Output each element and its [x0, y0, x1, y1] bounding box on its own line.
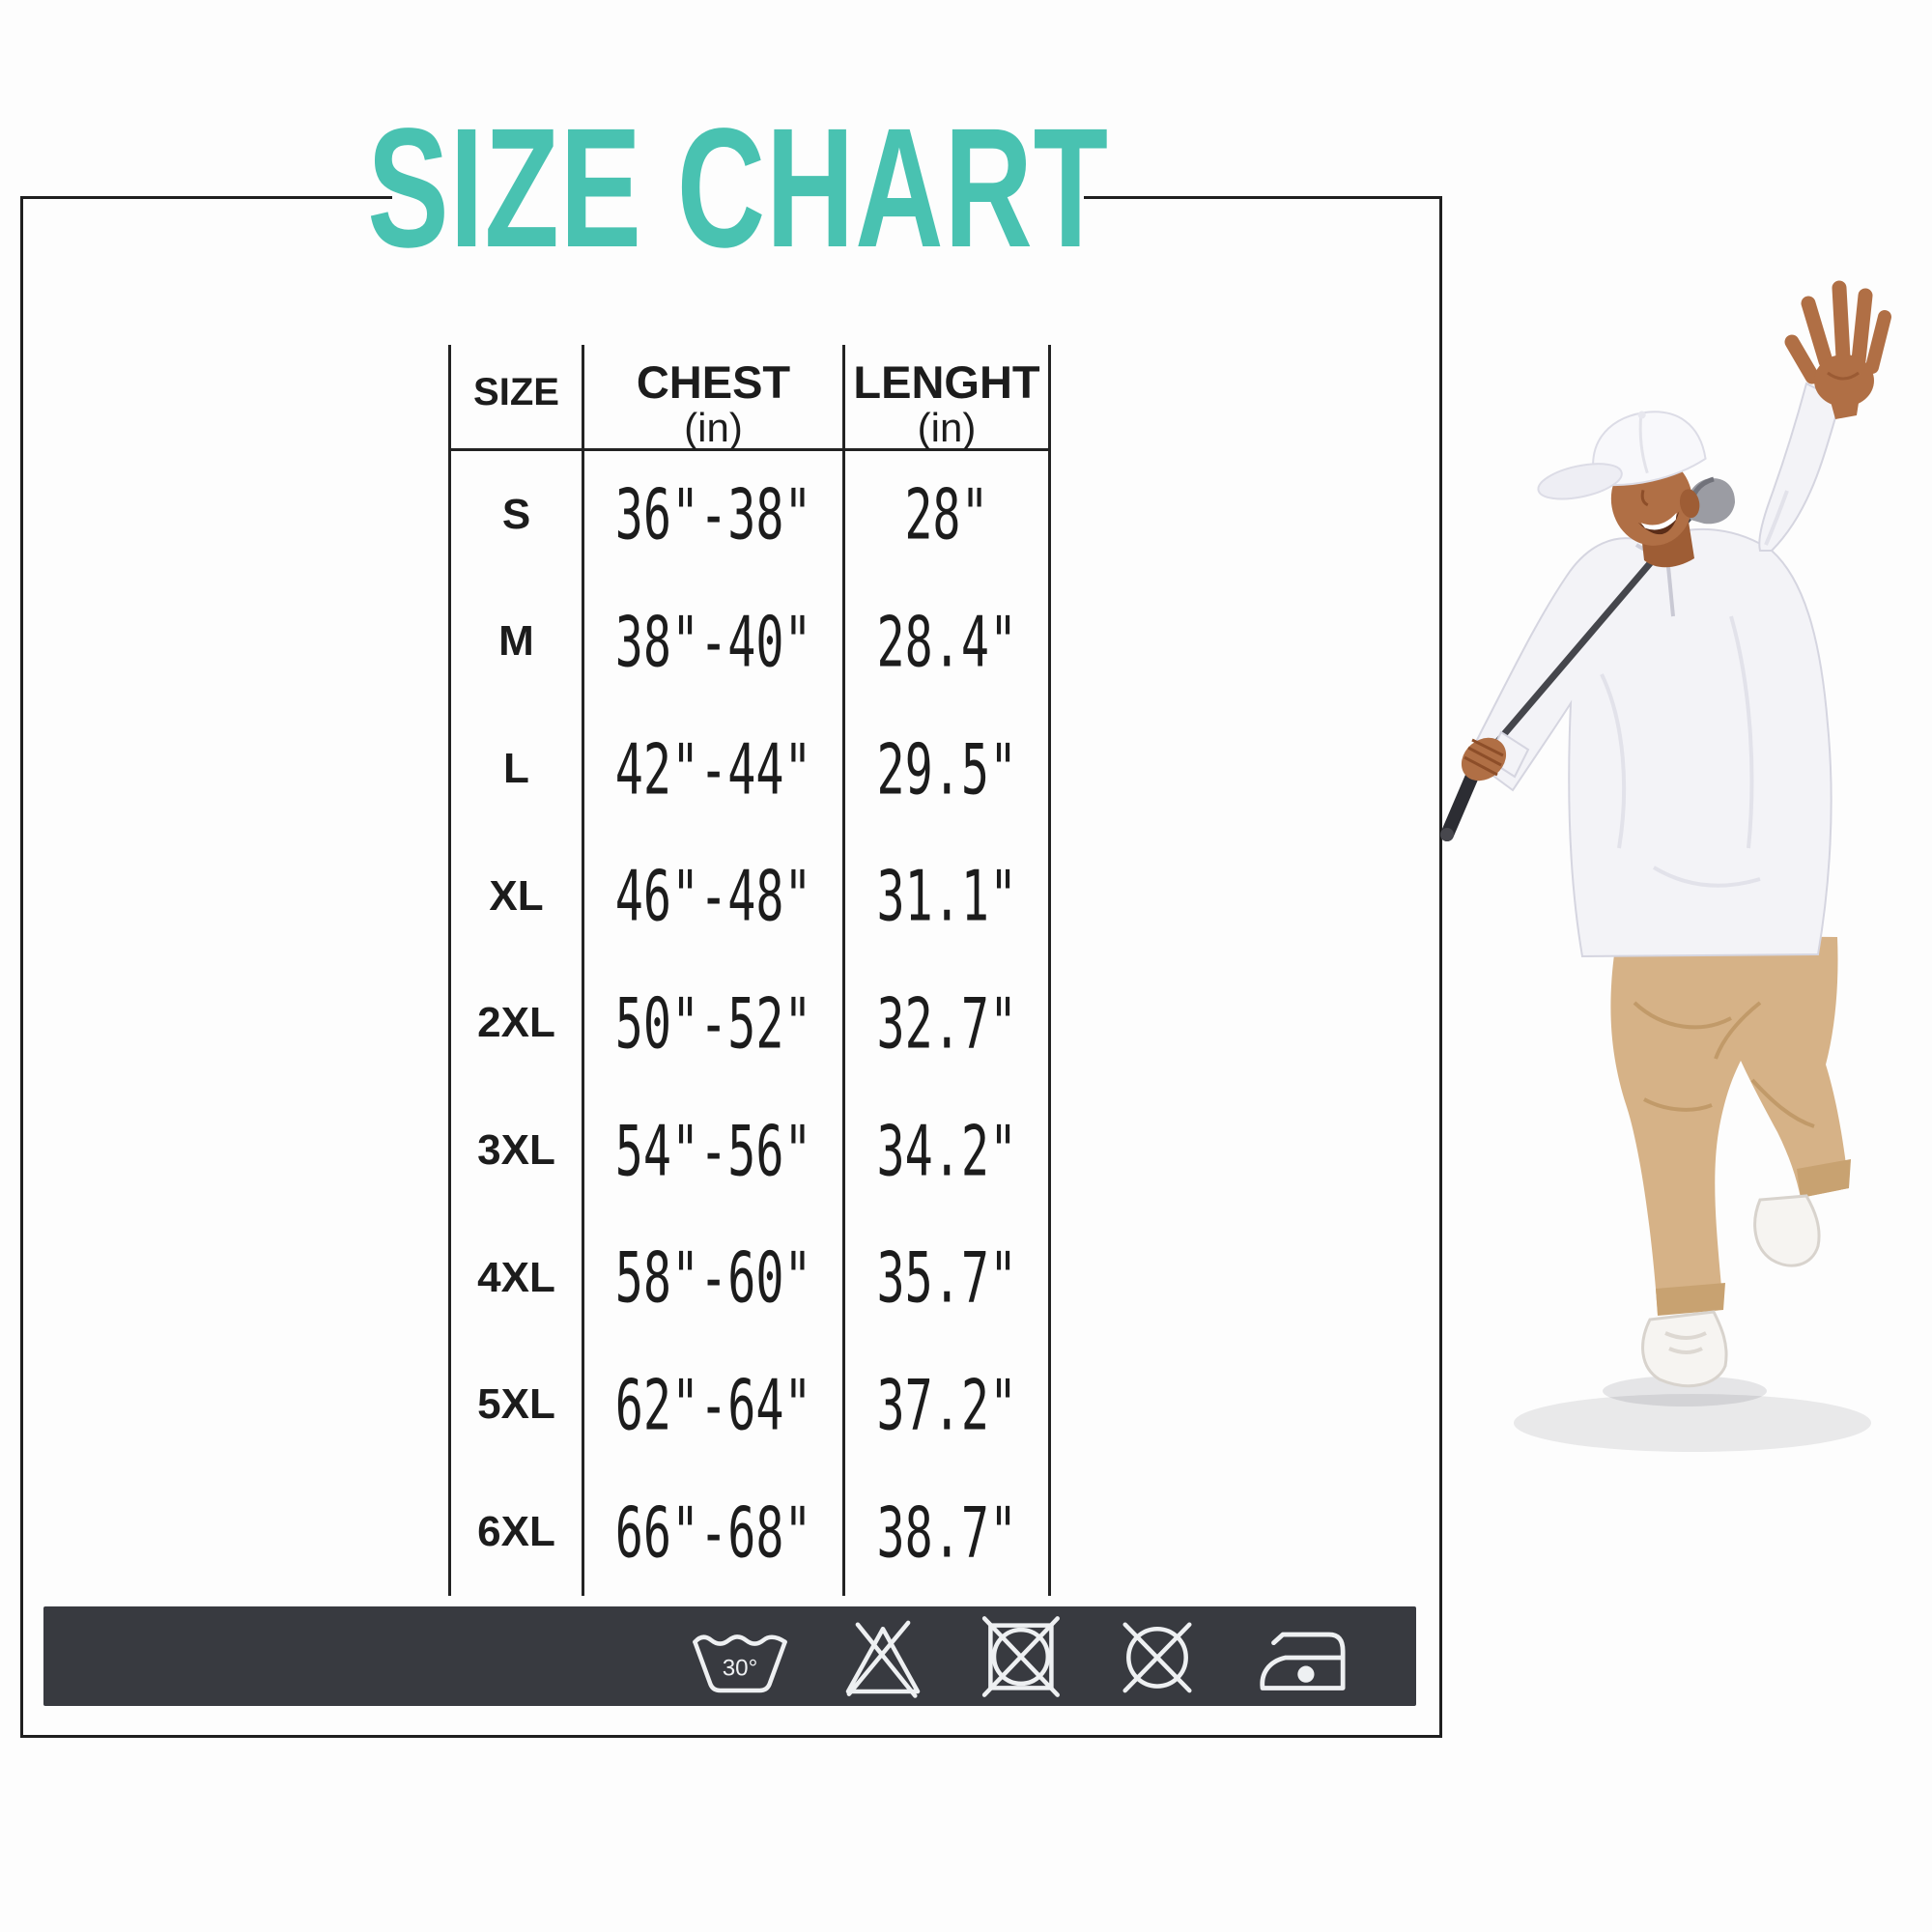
do-not-bleach-icon — [845, 1620, 921, 1698]
machine-wash-30-icon: 30° — [693, 1634, 787, 1692]
column-header-size: SIZE — [448, 345, 584, 451]
table-cell-size: 4XL — [448, 1214, 584, 1342]
page-title-wrap: SIZE CHART — [367, 103, 1108, 273]
table-cell-chest: 36"-38" — [584, 451, 845, 579]
do-not-dry-clean-icon — [1122, 1621, 1192, 1692]
table-cell-length: 34.2" — [845, 1087, 1051, 1214]
pants — [1610, 935, 1851, 1316]
table-cell-size: 5XL — [448, 1341, 584, 1469]
table-cell-size: S — [448, 451, 584, 579]
table-cell-size: XL — [448, 833, 584, 960]
iron-low-heat-icon — [1260, 1632, 1346, 1690]
table-cell-length: 38.7" — [845, 1468, 1051, 1596]
table-cell-size: M — [448, 578, 584, 706]
cap — [1537, 411, 1707, 500]
floor-shadow — [1514, 1376, 1871, 1452]
table-cell-length: 32.7" — [845, 959, 1051, 1088]
table-cell-size: 2XL — [448, 959, 584, 1088]
care-instructions-bar: 30° — [43, 1606, 1416, 1706]
table-cell-chest: 42"-44" — [584, 705, 845, 833]
table-cell-length: 31.1" — [845, 833, 1051, 960]
shoes — [1641, 1194, 1821, 1387]
size-table: SIZE CHEST (in) LENGHT (in) S 36"-38" 28… — [448, 345, 1051, 1596]
table-cell-length: 35.7" — [845, 1214, 1051, 1342]
table-cell-chest: 62"-64" — [584, 1341, 845, 1469]
table-cell-chest: 58"-60" — [584, 1214, 845, 1342]
table-cell-size: 3XL — [448, 1087, 584, 1214]
do-not-tumble-dry-icon — [981, 1615, 1060, 1697]
table-cell-length: 28" — [845, 451, 1051, 579]
table-cell-size: L — [448, 705, 584, 833]
iron-dot — [1297, 1665, 1315, 1683]
table-cell-chest: 54"-56" — [584, 1087, 845, 1214]
table-cell-size: 6XL — [448, 1468, 584, 1596]
head — [1610, 455, 1700, 568]
column-header-chest-label: CHEST — [636, 356, 791, 408]
table-cell-chest: 38"-40" — [584, 578, 845, 706]
page-title: SIZE CHART — [367, 94, 1109, 283]
column-header-length-unit: (in) — [917, 405, 977, 451]
column-header-size-label: SIZE — [473, 371, 559, 413]
waving-hand — [1784, 280, 1891, 419]
svg-text:30°: 30° — [723, 1655, 758, 1681]
column-header-length: LENGHT (in) — [845, 345, 1051, 451]
table-cell-chest: 50"-52" — [584, 959, 845, 1088]
gripping-hand — [1461, 730, 1530, 781]
model-photo: Smiling man in a white cap and white lon… — [1440, 280, 1891, 1452]
column-header-length-label: LENGHT — [853, 356, 1040, 408]
table-cell-chest: 66"-68" — [584, 1468, 845, 1596]
table-cell-length: 37.2" — [845, 1341, 1051, 1469]
column-header-chest: CHEST (in) — [584, 345, 845, 451]
column-header-chest-unit: (in) — [684, 405, 743, 451]
table-cell-length: 28.4" — [845, 578, 1051, 706]
table-cell-chest: 46"-48" — [584, 833, 845, 960]
table-cell-length: 29.5" — [845, 705, 1051, 833]
